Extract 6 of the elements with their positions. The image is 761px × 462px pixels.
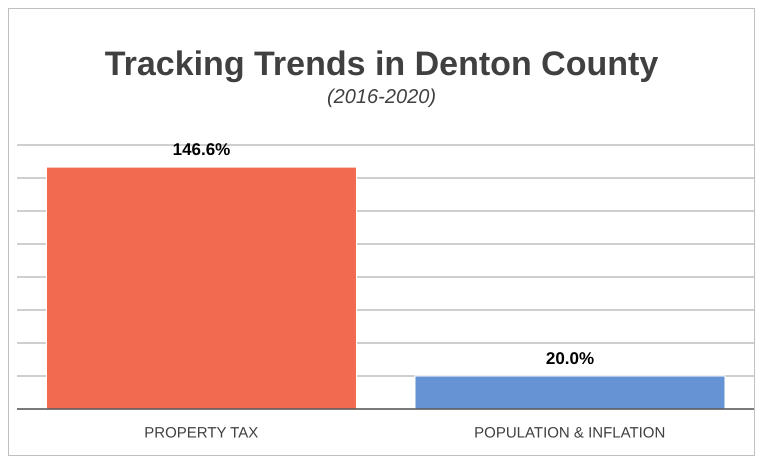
x-tick-label: PROPERTY TAX: [144, 424, 258, 442]
data-label: 20.0%: [546, 349, 594, 368]
x-tick-label: POPULATION & INFLATION: [474, 424, 666, 442]
data-label: 146.6%: [172, 140, 230, 160]
chart-subtitle: (2016-2020): [326, 86, 437, 109]
chart-title: Tracking Trends in Denton County: [104, 45, 660, 84]
